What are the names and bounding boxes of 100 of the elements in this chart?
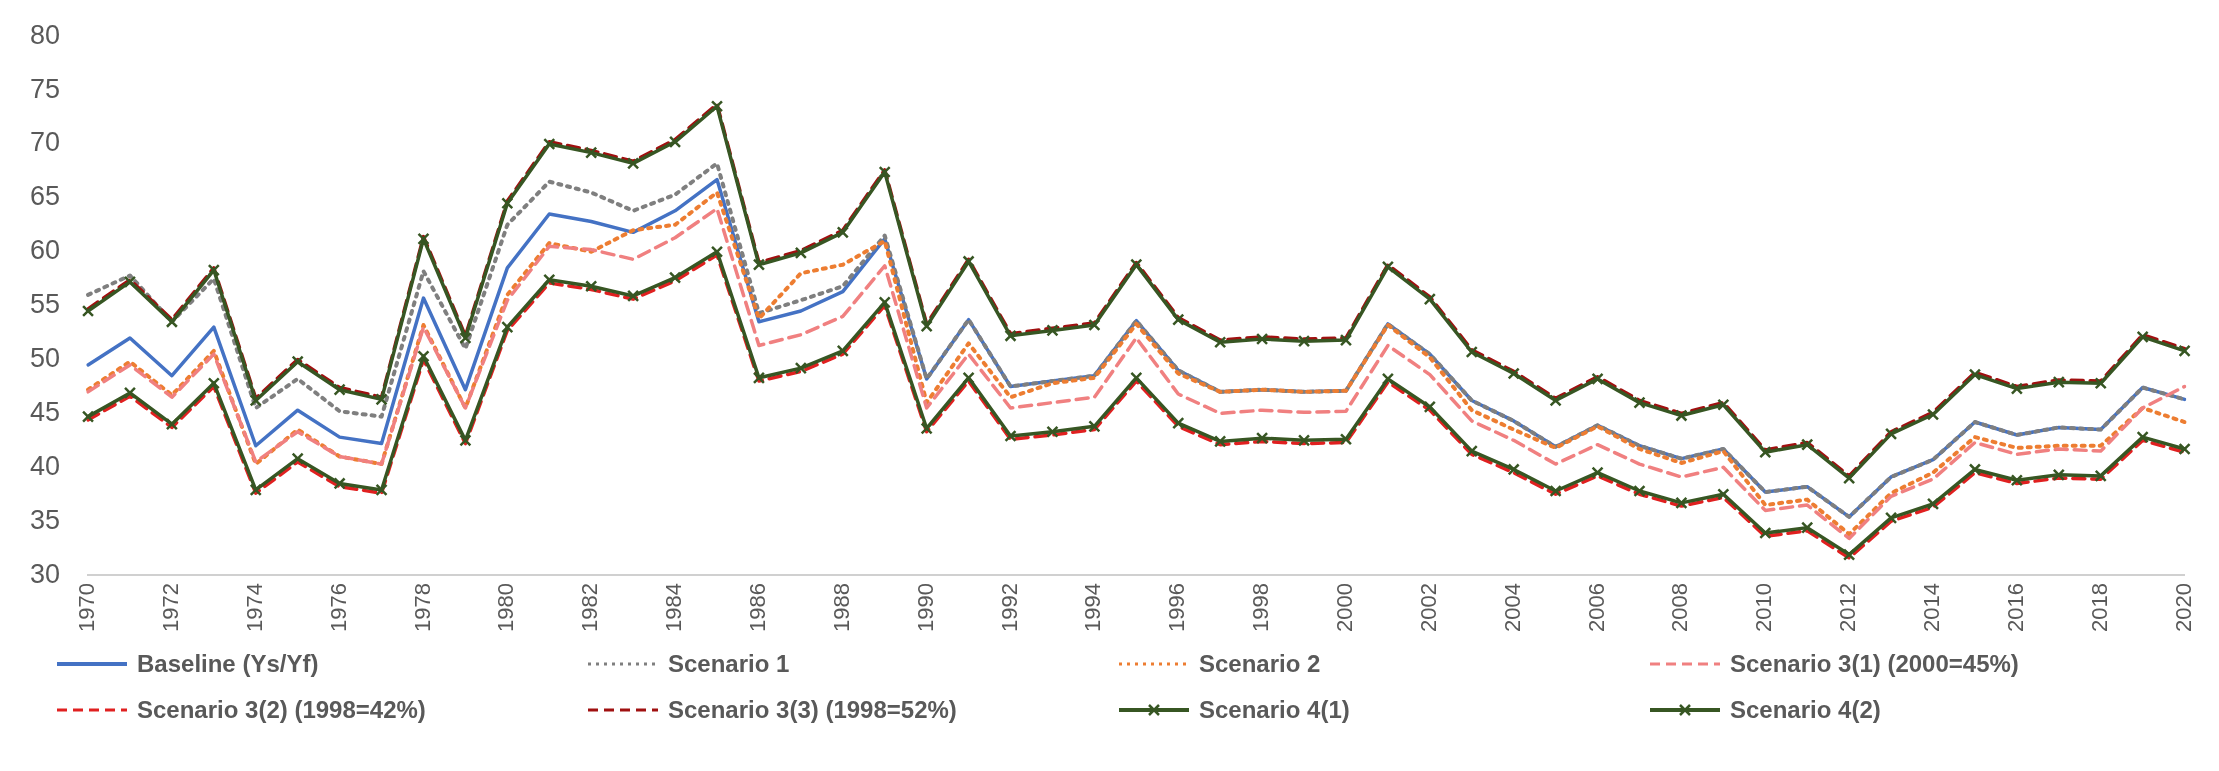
y-tick-label: 40 xyxy=(29,450,61,481)
point xyxy=(1381,260,1395,274)
point xyxy=(668,135,682,149)
point xyxy=(710,100,724,113)
point xyxy=(1675,409,1688,422)
point xyxy=(920,319,933,333)
point xyxy=(962,371,975,385)
x-tick-label: 1978 xyxy=(409,583,435,633)
point xyxy=(1046,425,1059,438)
point xyxy=(1801,438,1814,451)
point xyxy=(2010,474,2024,487)
point xyxy=(1213,336,1227,349)
y-tick-label: 65 xyxy=(29,181,61,212)
point xyxy=(878,296,891,309)
point xyxy=(836,344,849,358)
point xyxy=(1759,446,1772,459)
legend-label: Scenario 3(1) (2000=45%) xyxy=(1730,650,2019,678)
point xyxy=(165,315,179,328)
point xyxy=(1842,548,1856,561)
point xyxy=(794,246,808,260)
x-tick-label: 1994 xyxy=(1080,583,1106,633)
point xyxy=(2052,468,2066,482)
point xyxy=(249,483,262,497)
x-tick-label: 1996 xyxy=(1164,583,1190,633)
y-tick-label: 80 xyxy=(29,19,61,50)
point xyxy=(920,422,933,435)
point xyxy=(1591,466,1604,479)
point xyxy=(1717,488,1730,501)
point xyxy=(81,410,95,423)
point xyxy=(1004,329,1017,343)
x-tick-label: 1980 xyxy=(493,583,519,633)
point xyxy=(1968,463,1982,476)
x-tick-label: 1990 xyxy=(912,583,938,633)
point xyxy=(1465,345,1478,359)
y-tick-label: 55 xyxy=(29,289,61,320)
x-tick-label: 1982 xyxy=(577,583,603,633)
point xyxy=(375,393,388,406)
point xyxy=(1675,496,1688,510)
x-tick-label: 1976 xyxy=(325,583,351,633)
point xyxy=(207,377,221,390)
point xyxy=(291,452,304,465)
point xyxy=(1633,396,1646,409)
x-tick-label: 2018 xyxy=(2086,583,2112,633)
point xyxy=(1549,484,1562,498)
point xyxy=(459,331,472,345)
point xyxy=(1297,334,1311,348)
point xyxy=(710,245,724,258)
point xyxy=(1213,435,1227,448)
point xyxy=(1549,394,1562,407)
point xyxy=(1339,333,1353,347)
point xyxy=(836,226,849,239)
point xyxy=(1759,526,1772,540)
point xyxy=(1172,416,1185,430)
y-tick-label: 35 xyxy=(29,504,61,535)
legend-label: Scenario 4(1) xyxy=(1199,696,1350,724)
point xyxy=(1088,420,1101,433)
point xyxy=(2136,330,2149,344)
legend-label: Scenario 3(3) (1998=52%) xyxy=(668,696,957,724)
point xyxy=(1884,427,1898,441)
point xyxy=(752,258,766,271)
point xyxy=(626,289,640,303)
point xyxy=(794,361,808,375)
point xyxy=(1717,398,1730,411)
point xyxy=(417,350,430,363)
legend-label: Scenario 1 xyxy=(668,650,790,678)
point xyxy=(752,371,766,385)
point xyxy=(2178,442,2191,456)
x-tick-label: 2000 xyxy=(1332,583,1358,633)
point xyxy=(333,383,346,396)
point xyxy=(333,477,346,490)
point xyxy=(1172,313,1185,326)
point xyxy=(1926,497,1940,511)
x-tick-label: 2008 xyxy=(1667,583,1693,633)
y-tick-label: 60 xyxy=(29,235,61,266)
point xyxy=(207,263,221,277)
y-tick-label: 75 xyxy=(29,73,61,104)
x-tick-label: 1986 xyxy=(745,583,770,633)
x-tick-label: 2004 xyxy=(1499,583,1525,633)
x-tick-label: 2002 xyxy=(1415,583,1441,633)
point xyxy=(501,197,514,210)
legend-label: Scenario 3(2) (1998=42%) xyxy=(137,696,426,724)
x-tick-label: 1970 xyxy=(74,583,100,633)
point xyxy=(1591,372,1604,386)
y-tick-label: 30 xyxy=(29,558,61,589)
point xyxy=(249,394,262,407)
legend-label: Scenario 2 xyxy=(1199,650,1321,678)
x-tick-label: 2010 xyxy=(1751,583,1777,633)
point xyxy=(878,165,891,179)
point xyxy=(543,273,556,286)
x-tick-label: 1988 xyxy=(828,583,854,633)
point xyxy=(1465,444,1478,458)
point xyxy=(668,271,682,284)
x-tick-label: 2014 xyxy=(1919,583,1945,633)
point xyxy=(1507,463,1520,476)
x-tick-label: 1972 xyxy=(157,583,183,633)
point xyxy=(417,232,430,246)
point xyxy=(1801,521,1814,534)
point xyxy=(1046,324,1059,337)
point xyxy=(1088,318,1101,332)
x-tick-label: 2016 xyxy=(2002,583,2028,633)
